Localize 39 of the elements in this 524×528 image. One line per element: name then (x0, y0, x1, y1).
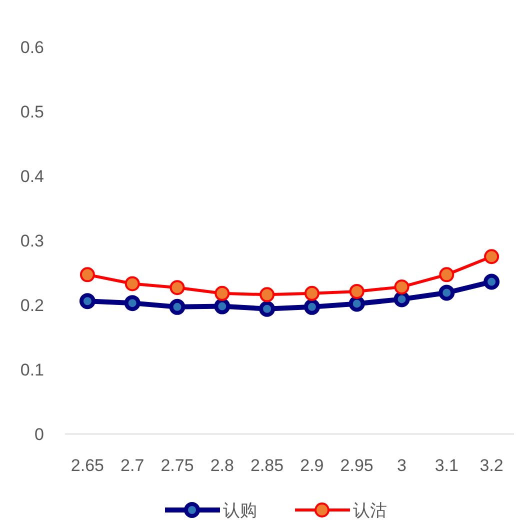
y-tick-label: 0.6 (20, 38, 44, 57)
point (484, 249, 500, 264)
point (260, 287, 275, 302)
y-tick-label: 0.3 (20, 232, 44, 250)
point (124, 276, 140, 292)
y-tick-label: 0.2 (20, 296, 44, 315)
x-tick-label: 2.75 (160, 456, 194, 475)
x-tick-label: 3 (397, 456, 406, 475)
point (349, 284, 364, 299)
legend-label: 认沽 (353, 501, 387, 520)
x-tick-label: 2.7 (120, 456, 144, 475)
point (348, 296, 365, 312)
point (259, 300, 276, 317)
point (170, 280, 185, 296)
point (214, 298, 230, 314)
x-tick-label: 2.65 (70, 456, 104, 475)
x-tick-label: 2.95 (340, 456, 374, 475)
point (484, 274, 500, 290)
point (394, 279, 410, 294)
point (214, 286, 230, 301)
point (439, 267, 454, 282)
point (304, 286, 320, 301)
point (169, 298, 186, 315)
x-tick-label: 3.1 (434, 456, 458, 475)
y-tick-label: 0 (34, 425, 44, 444)
y-tick-label: 0.4 (20, 167, 44, 186)
y-tick-label: 0.5 (20, 102, 44, 122)
point (438, 284, 455, 301)
x-tick-label: 2.85 (250, 456, 284, 475)
point (304, 298, 320, 315)
x-tick-label: 3.2 (480, 456, 504, 475)
x-tick-label: 2.8 (210, 456, 234, 475)
legend-label: 认购 (223, 501, 257, 520)
x-tick-label: 2.9 (300, 456, 324, 475)
point (394, 291, 410, 308)
point (80, 267, 95, 282)
y-tick-label: 0.1 (20, 360, 44, 380)
point (124, 295, 140, 312)
point (79, 293, 96, 310)
